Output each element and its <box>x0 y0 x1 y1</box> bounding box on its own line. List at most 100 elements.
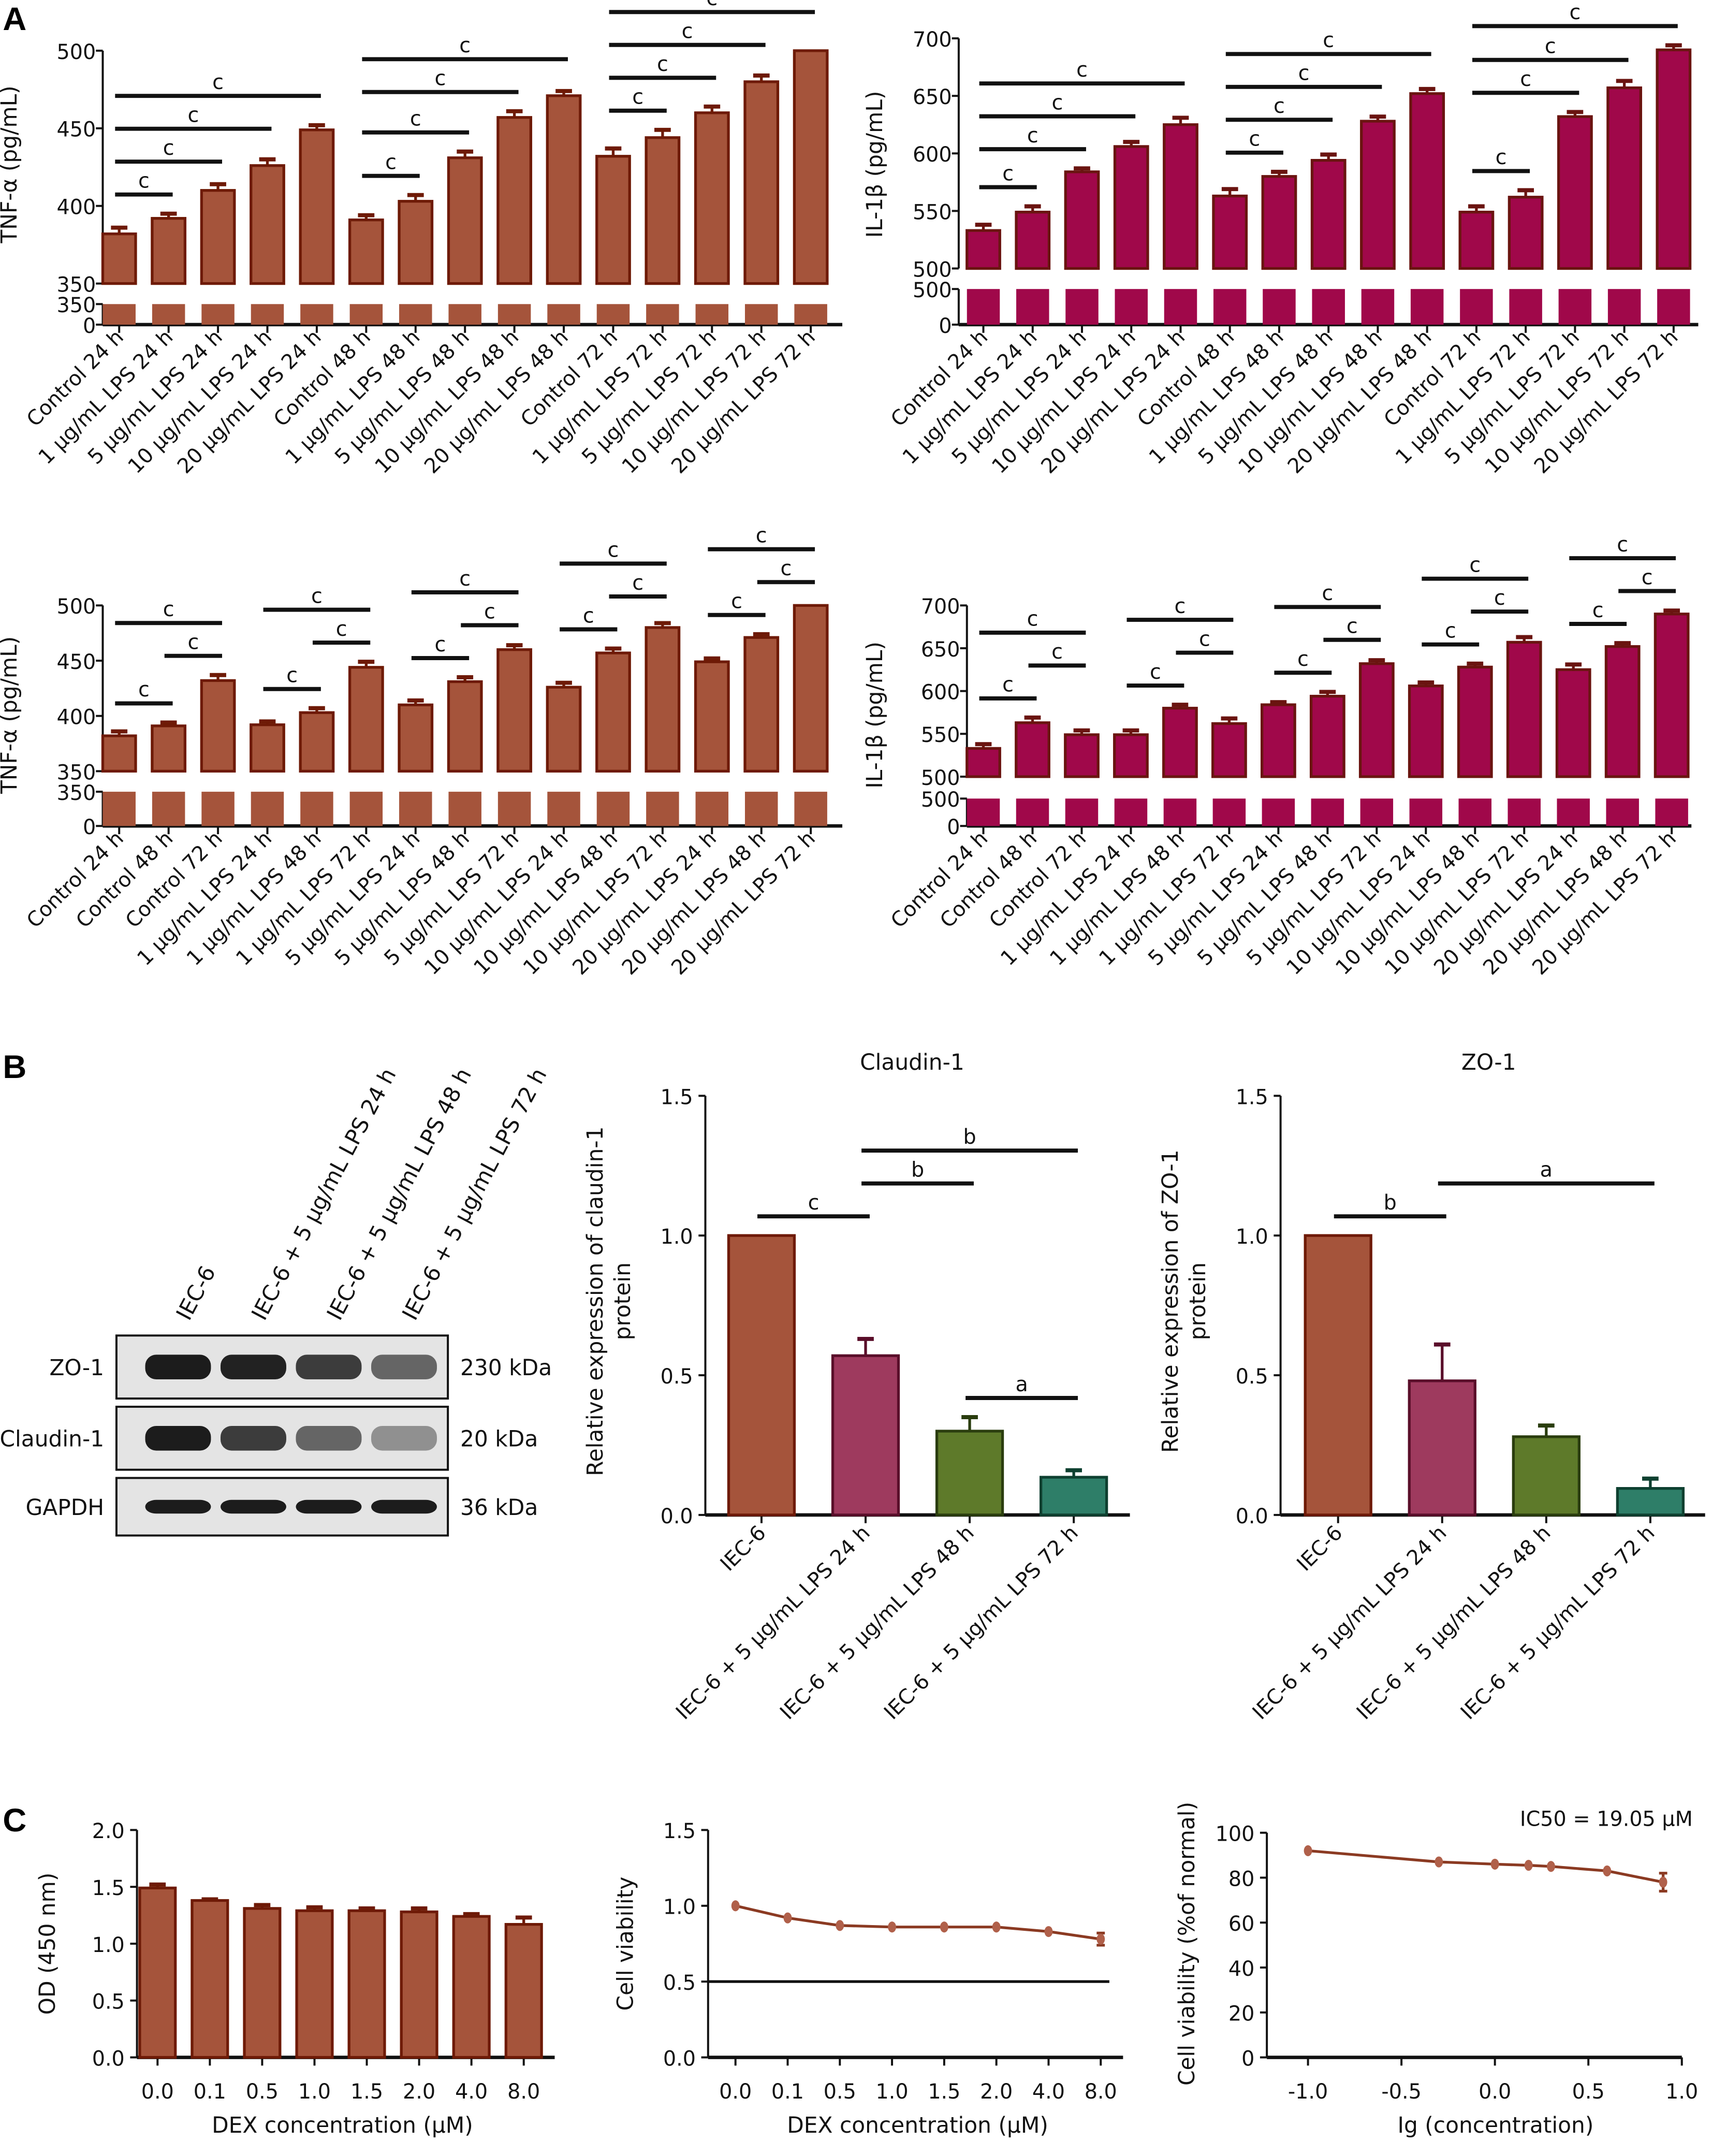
significance-bracket: c <box>1126 660 1184 688</box>
bar <box>348 660 384 826</box>
significance-bracket: c <box>1569 599 1627 626</box>
bar-lower <box>646 304 679 325</box>
bar-upper <box>200 679 236 773</box>
bar <box>1309 690 1345 826</box>
y-tick-label: 1.5 <box>92 1876 125 1900</box>
significance-bracket: c <box>411 633 470 660</box>
bar-lower <box>967 289 1000 325</box>
bar-upper <box>694 111 730 285</box>
bar-lower <box>1065 798 1099 826</box>
significance-label: c <box>1274 94 1285 118</box>
bar-lower <box>300 304 333 325</box>
x-tick-label: IEC-6 <box>1292 1521 1347 1576</box>
y-tick-label: 550 <box>913 200 952 224</box>
bar <box>191 1897 229 2059</box>
bar-upper <box>1408 1379 1476 1517</box>
bar-lower <box>744 304 778 325</box>
bar-upper <box>138 1886 177 2059</box>
bar <box>831 1336 900 1517</box>
bar <box>1260 700 1296 826</box>
bar <box>1064 166 1100 325</box>
bar-lower <box>547 304 580 325</box>
y-axis: 0.0 0.5 1.0 1.5 2.0 <box>92 1819 138 2071</box>
bar-upper <box>546 94 582 285</box>
chart-7: 0.0 0.5 1.0 1.5 2.0 OD (450 nm) DEX concentrat… <box>35 1819 555 2138</box>
bar <box>200 673 236 826</box>
bar-lower <box>1458 798 1492 826</box>
significance-bracket: c <box>1472 67 1579 95</box>
significance-bracket: c <box>1176 627 1234 655</box>
data-point <box>1304 1845 1312 1856</box>
bar-lower <box>547 792 580 826</box>
bar-lower <box>1657 289 1690 325</box>
significance-bracket: c <box>1569 533 1676 561</box>
bar <box>496 109 533 325</box>
x-tick-label: IEC-6 + 5 μg/mL LPS 72 h <box>880 1521 1083 1724</box>
significance-label: b <box>963 1125 976 1149</box>
bar-upper <box>1656 48 1692 270</box>
significance-label: c <box>1002 162 1014 185</box>
bar-upper <box>1261 175 1297 270</box>
series-line <box>735 1904 1101 1941</box>
significance-bracket: c <box>115 598 223 625</box>
bar-lower <box>1311 798 1344 826</box>
bar-lower <box>1409 798 1443 826</box>
bar-upper <box>965 229 1001 270</box>
bar <box>138 1882 177 2059</box>
bar-upper <box>347 1909 386 2059</box>
bar-lower <box>596 304 630 325</box>
y-tick-label: 450 <box>57 118 96 142</box>
y-tick-label: 20 <box>1228 2002 1254 2026</box>
significance-label: c <box>781 557 792 580</box>
significance-bracket: c <box>362 150 420 178</box>
significance-label: c <box>138 678 150 702</box>
bar-lower <box>1016 289 1049 325</box>
significance-label: c <box>583 604 594 628</box>
data-point <box>836 1920 844 1931</box>
x-tick-label: IEC-6 + 5 μg/mL LPS 24 h <box>671 1521 875 1724</box>
y-tick-label: 700 <box>913 28 952 52</box>
significance-bracket: c <box>708 524 815 551</box>
bar-upper <box>793 49 829 285</box>
significance-label: c <box>1496 145 1507 169</box>
bar <box>1360 114 1396 325</box>
bar-upper <box>1039 1476 1108 1517</box>
bar <box>1508 188 1544 325</box>
bar <box>1261 169 1297 325</box>
y-tick-label: 400 <box>57 196 96 220</box>
significance-label: c <box>1199 627 1210 651</box>
x-tick-label: 0.5 <box>246 2080 279 2104</box>
bar <box>1604 641 1641 826</box>
bar-upper <box>447 156 483 285</box>
y-tick-label: 350 <box>57 781 96 805</box>
y-tick-label: 0 <box>939 314 952 338</box>
significance-label: c <box>1027 607 1038 631</box>
bar-upper <box>1211 722 1247 778</box>
bar-lower <box>152 792 185 826</box>
significance-label: c <box>632 85 643 109</box>
bar <box>727 1234 796 1517</box>
x-tick-label: 0.0 <box>1479 2080 1511 2104</box>
bar <box>250 157 285 325</box>
bar-upper <box>101 734 137 773</box>
bar <box>1656 43 1692 325</box>
blot-size-label: 36 kDa <box>460 1495 538 1520</box>
protein-band <box>145 1354 211 1380</box>
bar-upper <box>546 686 582 773</box>
bar-upper <box>250 164 285 285</box>
bar <box>151 720 187 826</box>
significance-label: c <box>1150 660 1161 684</box>
blot-protein-label: ZO-1 <box>49 1355 104 1380</box>
x-axis-title: DEX concentration (μM) <box>787 2113 1048 2138</box>
significance-bracket: c <box>979 124 1086 152</box>
bar <box>243 1903 282 2059</box>
bar-upper <box>101 232 137 285</box>
bar-lower <box>251 792 284 826</box>
significance-bracket: c <box>115 103 272 131</box>
significance-label: b <box>911 1158 924 1182</box>
bar-upper <box>1212 194 1248 270</box>
y-tick-label: 1.5 <box>663 1819 696 1843</box>
